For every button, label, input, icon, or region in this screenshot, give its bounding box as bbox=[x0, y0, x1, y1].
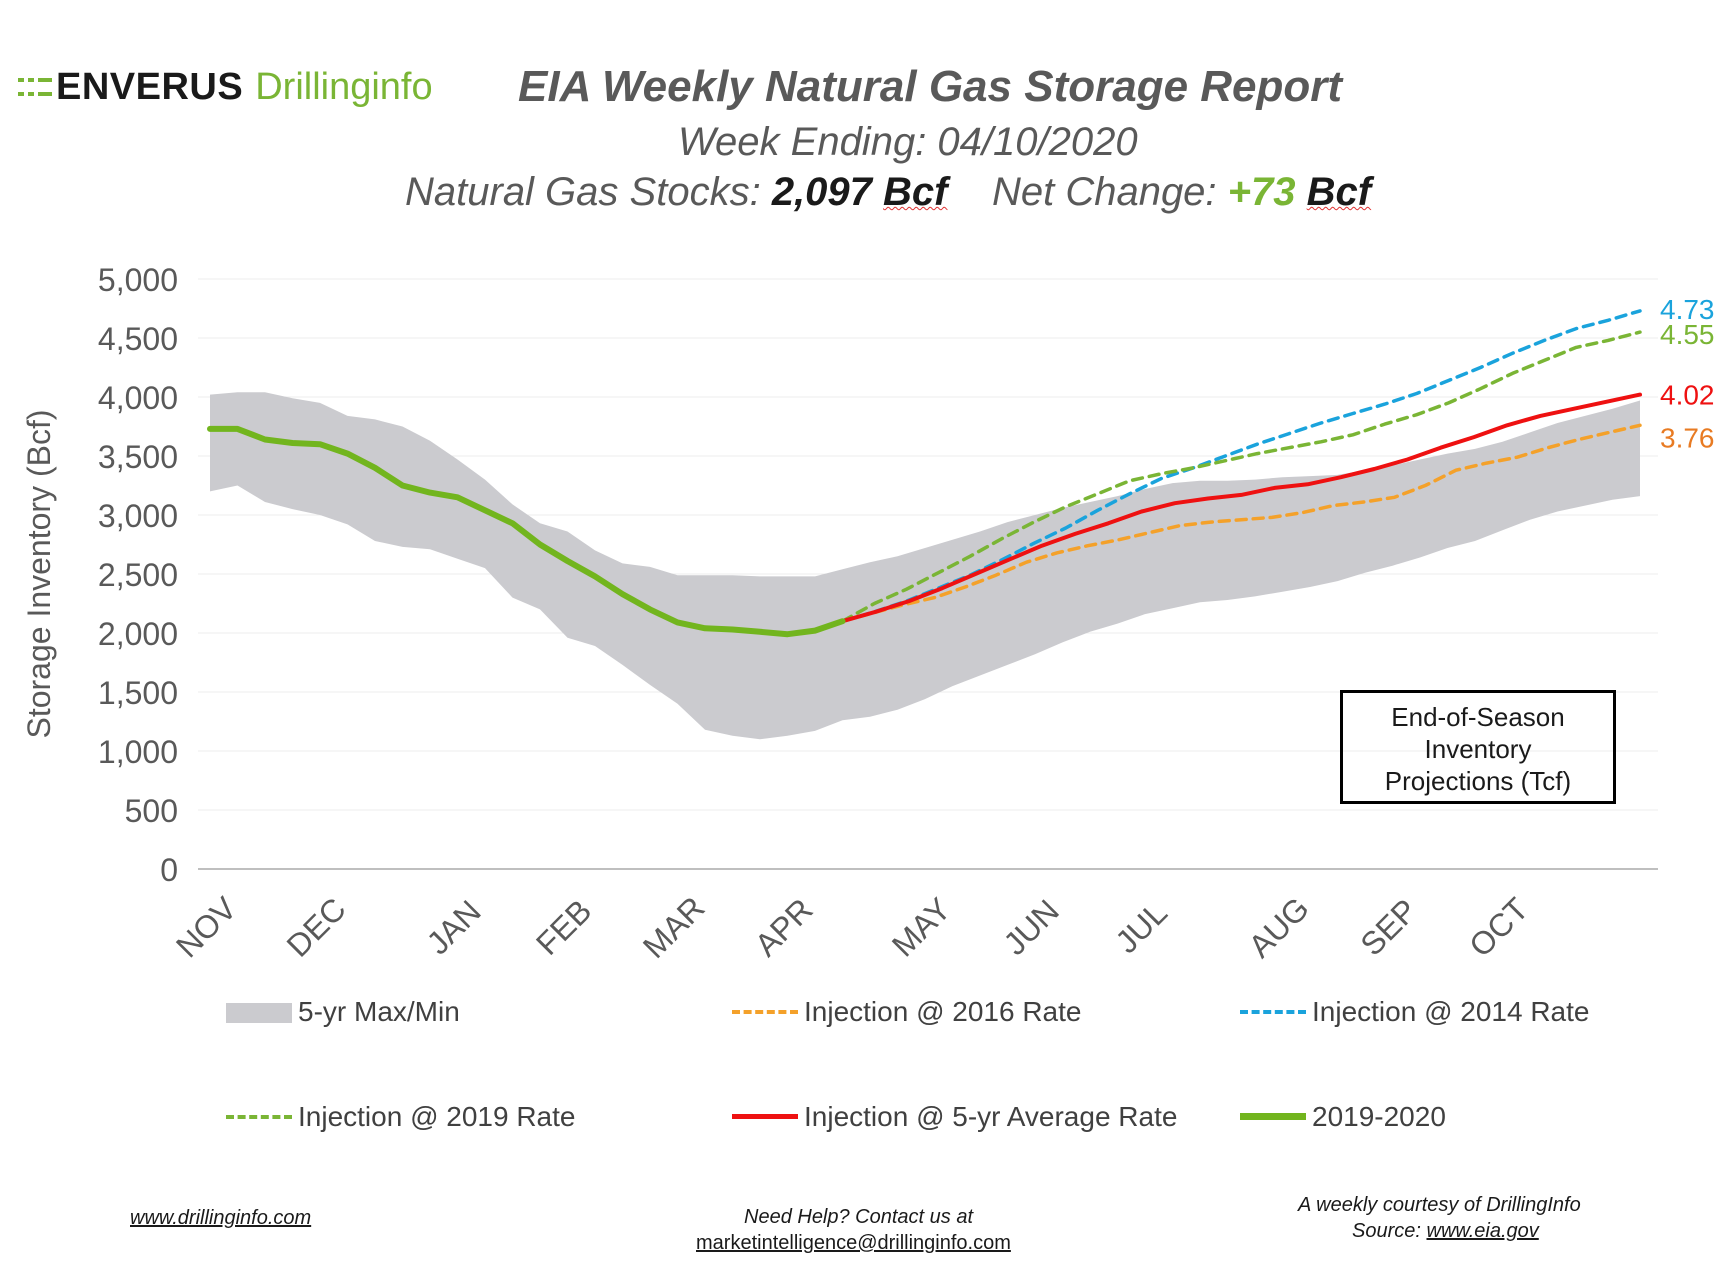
y-tick-label: 0 bbox=[160, 852, 178, 888]
x-tick-label: OCT bbox=[1462, 891, 1535, 960]
legend-swatch-inj-2019 bbox=[226, 1106, 292, 1128]
end-box-line2: Inventory bbox=[1424, 734, 1532, 764]
legend-item-inj-2016: Injection @ 2016 Rate bbox=[732, 996, 1081, 1028]
legend-label-inj-2014: Injection @ 2014 Rate bbox=[1312, 996, 1590, 1027]
y-tick-label: 2,500 bbox=[98, 557, 178, 593]
stocks-unit: Bcf bbox=[883, 170, 948, 214]
end-box-line3: Projections (Tcf) bbox=[1384, 766, 1572, 796]
series-line-actual bbox=[207, 425, 846, 638]
logo-brand: ENVERUS bbox=[56, 65, 244, 108]
end-label-inj-2019: 4.55 bbox=[1660, 319, 1715, 350]
y-tick-label: 2,000 bbox=[98, 616, 178, 652]
y-tick-label: 4,000 bbox=[98, 380, 178, 416]
band-5yr-max-min bbox=[210, 392, 1640, 740]
legend-swatch-inj-2014 bbox=[1240, 1001, 1306, 1023]
legend-swatch-inj-5yr bbox=[732, 1106, 798, 1128]
legend-swatch-actual bbox=[1240, 1106, 1306, 1128]
y-tick-label: 1,000 bbox=[98, 734, 178, 770]
x-tick-label: NOV bbox=[169, 890, 244, 960]
footer-source: Source: www.eia.gov bbox=[1352, 1220, 1539, 1242]
legend-item-inj-2014: Injection @ 2014 Rate bbox=[1240, 996, 1589, 1028]
legend-label-band: 5-yr Max/Min bbox=[298, 996, 460, 1027]
x-tick-label: MAR bbox=[636, 889, 712, 960]
x-tick-label: DEC bbox=[280, 891, 353, 960]
footer-website[interactable]: www.drillinginfo.com bbox=[130, 1207, 312, 1229]
x-tick-label: MAY bbox=[885, 891, 958, 960]
legend-item-actual: 2019-2020 bbox=[1240, 1101, 1446, 1133]
stocks-value: 2,097 bbox=[771, 170, 872, 214]
footer-source-link[interactable]: www.eia.gov bbox=[1426, 1220, 1539, 1242]
storage-chart: 0 500 1,000 1,500 2,000 2,500 3,000 3,500 4,000 4… bbox=[21, 262, 1715, 960]
change-unit: Bcf bbox=[1306, 170, 1372, 214]
stocks-line: Natural Gas Stocks: 2,097 Bcf Net Change… bbox=[405, 170, 1371, 215]
legend-label-actual: 2019-2020 bbox=[1312, 1101, 1446, 1132]
footer-courtesy: A weekly courtesy of DrillingInfo bbox=[1298, 1194, 1581, 1216]
stocks-label: Natural Gas Stocks: bbox=[405, 170, 761, 214]
end-label-inj-5yr: 4.02 bbox=[1660, 380, 1715, 411]
x-tick-label: APR bbox=[748, 891, 820, 960]
y-tick-label: 4,500 bbox=[98, 321, 178, 357]
chart-subtitle: Week Ending: 04/10/2020 bbox=[678, 120, 1138, 164]
x-tick-label: AUG bbox=[1241, 890, 1315, 960]
end-label-inj-2014: 4.73 bbox=[1660, 294, 1715, 325]
x-tick-label: JUN bbox=[996, 892, 1065, 960]
y-tick-label: 500 bbox=[125, 793, 178, 829]
change-value: +73 bbox=[1227, 170, 1296, 214]
x-tick-label: JUL bbox=[1108, 894, 1174, 960]
legend-swatch-band bbox=[226, 1001, 292, 1023]
legend-swatch-inj-2016 bbox=[732, 1001, 798, 1023]
x-tick-label: SEP bbox=[1353, 892, 1424, 960]
enverus-logo: ENVERUS Drillinginfo bbox=[18, 62, 433, 112]
x-tick-label: FEB bbox=[529, 892, 598, 960]
logo-mark-icon bbox=[18, 72, 52, 102]
y-tick-label: 5,000 bbox=[98, 262, 178, 298]
end-label-inj-2016: 3.76 bbox=[1660, 422, 1715, 453]
y-tick-label: 3,000 bbox=[98, 498, 178, 534]
y-axis-label: Storage Inventory (Bcf) bbox=[21, 409, 57, 738]
change-label: Net Change: bbox=[991, 170, 1217, 214]
footer-help-line: Need Help? Contact us at bbox=[744, 1206, 974, 1228]
series-line-inj-2019 bbox=[840, 330, 1642, 623]
legend-label-inj-5yr: Injection @ 5-yr Average Rate bbox=[804, 1101, 1178, 1132]
logo-product: Drillinginfo bbox=[255, 65, 433, 108]
legend-label-inj-2016: Injection @ 2016 Rate bbox=[804, 996, 1082, 1027]
end-of-season-box: End-of-Season Inventory Projections (Tcf… bbox=[1340, 690, 1616, 804]
y-tick-label: 1,500 bbox=[98, 675, 178, 711]
legend-label-inj-2019: Injection @ 2019 Rate bbox=[298, 1101, 576, 1132]
chart-title: EIA Weekly Natural Gas Storage Report bbox=[518, 62, 1343, 111]
legend-item-band: 5-yr Max/Min bbox=[226, 996, 460, 1028]
legend-item-inj-5yr: Injection @ 5-yr Average Rate bbox=[732, 1101, 1177, 1133]
footer-help-email[interactable]: marketintelligence@drillinginfo.com bbox=[696, 1232, 1011, 1254]
y-tick-label: 3,500 bbox=[98, 439, 178, 475]
end-box-line1: End-of-Season bbox=[1391, 702, 1565, 732]
legend-item-inj-2019: Injection @ 2019 Rate bbox=[226, 1101, 575, 1133]
x-tick-label: JAN bbox=[420, 893, 488, 960]
